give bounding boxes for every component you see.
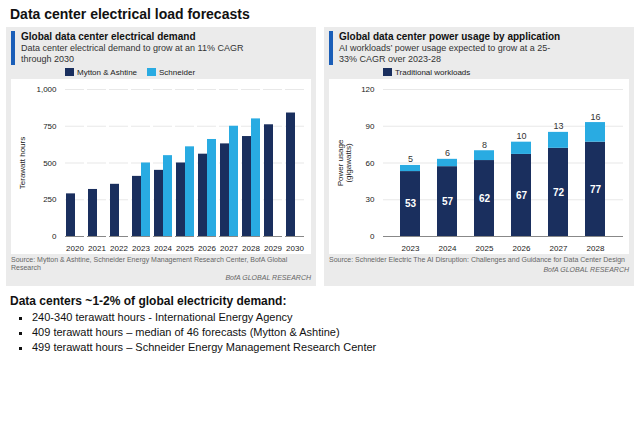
- svg-text:30: 30: [366, 195, 375, 204]
- svg-text:62: 62: [479, 192, 491, 203]
- svg-text:250: 250: [43, 195, 57, 204]
- html-text:AI workloads’ power usage expe: AI workloads’ power usage expected to gr…: [339, 43, 551, 64]
- svg-text:0: 0: [52, 232, 57, 241]
- html-text:Source: Mytton & Ashtine, Schn: Source: Mytton & Ashtine, Schneider Ener…: [11, 255, 288, 271]
- svg-text:72: 72: [553, 186, 565, 197]
- svg-text:2024: 2024: [154, 244, 172, 253]
- svg-text:2022: 2022: [110, 244, 128, 253]
- html-text:Data center electrical demand: Data center electrical demand to grow at…: [21, 43, 244, 64]
- html-text:Data centers ~1-2% of global e: Data centers ~1-2% of global electricity…: [10, 293, 287, 308]
- html-text:Source: Schneider Electric The: Source: Schneider Electric The AI Disrup…: [329, 255, 625, 263]
- svg-text:2027: 2027: [220, 244, 238, 253]
- svg-text:2025: 2025: [176, 244, 194, 253]
- svg-text:0: 0: [370, 232, 375, 241]
- svg-text:2023: 2023: [132, 244, 150, 253]
- svg-text:53: 53: [405, 198, 417, 209]
- svg-text:2026: 2026: [198, 244, 216, 253]
- svg-text:Power usage(gigawatts): Power usage(gigawatts): [336, 139, 353, 186]
- svg-text:2024: 2024: [439, 244, 457, 253]
- svg-text:10: 10: [516, 131, 526, 141]
- svg-text:2030: 2030: [286, 244, 304, 253]
- html-text:Global data center power usage: Global data center power usage by applic…: [339, 31, 561, 42]
- html-text:BofA GLOBAL RESEARCH: BofA GLOBAL RESEARCH: [225, 274, 311, 282]
- svg-text:13: 13: [553, 121, 563, 131]
- html-text:Schneider: Schneider: [159, 67, 196, 77]
- svg-text:6: 6: [445, 148, 450, 158]
- html-text:499 terawatt hours – Schneider: 499 terawatt hours – Schneider Energy Ma…: [32, 340, 377, 353]
- svg-text:2021: 2021: [88, 244, 106, 253]
- svg-text:90: 90: [366, 121, 375, 130]
- svg-text:67: 67: [516, 189, 528, 200]
- svg-text:57: 57: [442, 195, 454, 206]
- html-text:Traditional workloads: Traditional workloads: [395, 67, 471, 77]
- svg-text:750: 750: [43, 121, 57, 130]
- svg-text:2026: 2026: [513, 244, 531, 253]
- svg-text:60: 60: [366, 158, 375, 167]
- svg-text:2025: 2025: [476, 244, 494, 253]
- svg-text:120: 120: [361, 85, 375, 94]
- svg-text:77: 77: [590, 183, 602, 194]
- svg-text:2023: 2023: [402, 244, 420, 253]
- svg-text:8: 8: [482, 139, 487, 149]
- html-text:409 terawatt hours – median of: 409 terawatt hours – median of 46 foreca…: [32, 325, 340, 338]
- html-text:Data center electrical load fo: Data center electrical load forecasts: [10, 6, 250, 22]
- svg-text:2027: 2027: [550, 244, 568, 253]
- html-text:240-340 terawatt hours - Inter: 240-340 terawatt hours - International E…: [32, 310, 293, 323]
- svg-text:1,000: 1,000: [36, 85, 57, 94]
- html-text:BofA GLOBAL RESEARCH: BofA GLOBAL RESEARCH: [543, 266, 629, 273]
- svg-text:5: 5: [408, 154, 413, 164]
- svg-text:Terawatt hours: Terawatt hours: [18, 136, 27, 188]
- svg-text:2028: 2028: [242, 244, 260, 253]
- svg-text:2020: 2020: [66, 244, 84, 253]
- svg-text:500: 500: [43, 158, 57, 167]
- html-text:Mytton & Ashtine: Mytton & Ashtine: [77, 67, 137, 77]
- svg-text:2029: 2029: [264, 244, 282, 253]
- svg-text:16: 16: [590, 111, 600, 121]
- html-text:Global data center electrical: Global data center electrical demand: [21, 31, 196, 42]
- svg-text:2028: 2028: [587, 244, 605, 253]
